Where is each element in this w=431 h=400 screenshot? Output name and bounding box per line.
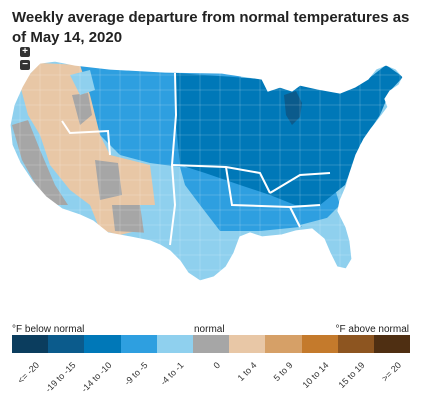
region-light-blue-texas (140, 205, 215, 280)
legend-tick-label: >= 20 (379, 360, 403, 384)
legend-tick-label: -9 to -5 (122, 360, 150, 388)
legend-tick-label: 0 (211, 360, 223, 371)
boundary-plains (171, 164, 271, 194)
legend-tick-label: <= -20 (15, 360, 42, 386)
legend-tick-label: -4 to -1 (158, 360, 186, 388)
legend-tick-label: 10 to 14 (300, 360, 331, 391)
region-gray-idaho (72, 93, 92, 125)
boundary-ohio-valley (269, 172, 331, 194)
climate-region-boundaries (61, 72, 331, 246)
boundary-west (61, 120, 111, 156)
zoom-in-button[interactable]: + (20, 47, 30, 57)
legend-swatch (337, 335, 374, 353)
region-darkest-blue-michigan (284, 91, 302, 125)
legend-tick-label: 5 to 9 (271, 360, 295, 384)
boundary-southeast (289, 206, 301, 228)
region-dark-blue-midwest (175, 65, 403, 205)
region-light-blue-northwest (70, 70, 95, 95)
region-gray-california (12, 120, 68, 205)
legend-swatch (229, 335, 266, 353)
legend-swatch (373, 335, 411, 353)
map-title: Weekly average departure from normal tem… (12, 9, 410, 46)
legend-swatch (192, 335, 230, 353)
legend-below-label: °F below normal (12, 324, 85, 335)
legend-swatch (120, 335, 157, 353)
legend-tick-label: -14 to -10 (79, 360, 114, 395)
legend-above-label: °F above normal (335, 324, 409, 335)
legend-tick-label: 1 to 4 (235, 360, 259, 384)
us-outline (9, 60, 404, 282)
region-gray-utah (95, 160, 122, 200)
legend-swatch (84, 335, 121, 353)
legend-swatch (12, 335, 49, 353)
legend-swatch (48, 335, 85, 353)
legend-tick-label: -19 to -15 (43, 360, 78, 395)
legend-tick-labels: <= -20 -19 to -15 -14 to -10 -9 to -5 -4 to … (12, 356, 410, 396)
us-temperature-map (9, 60, 404, 282)
legend-tick-label: 15 to 19 (336, 360, 367, 391)
legend-color-bar (12, 335, 411, 353)
legend-swatch (156, 335, 193, 353)
boundary-south (225, 166, 321, 209)
region-gray-southwest (112, 205, 150, 233)
legend-swatch (301, 335, 338, 353)
zoom-out-button[interactable]: − (20, 60, 30, 70)
legend-swatch (265, 335, 302, 353)
legend-normal-label: normal (194, 324, 225, 335)
